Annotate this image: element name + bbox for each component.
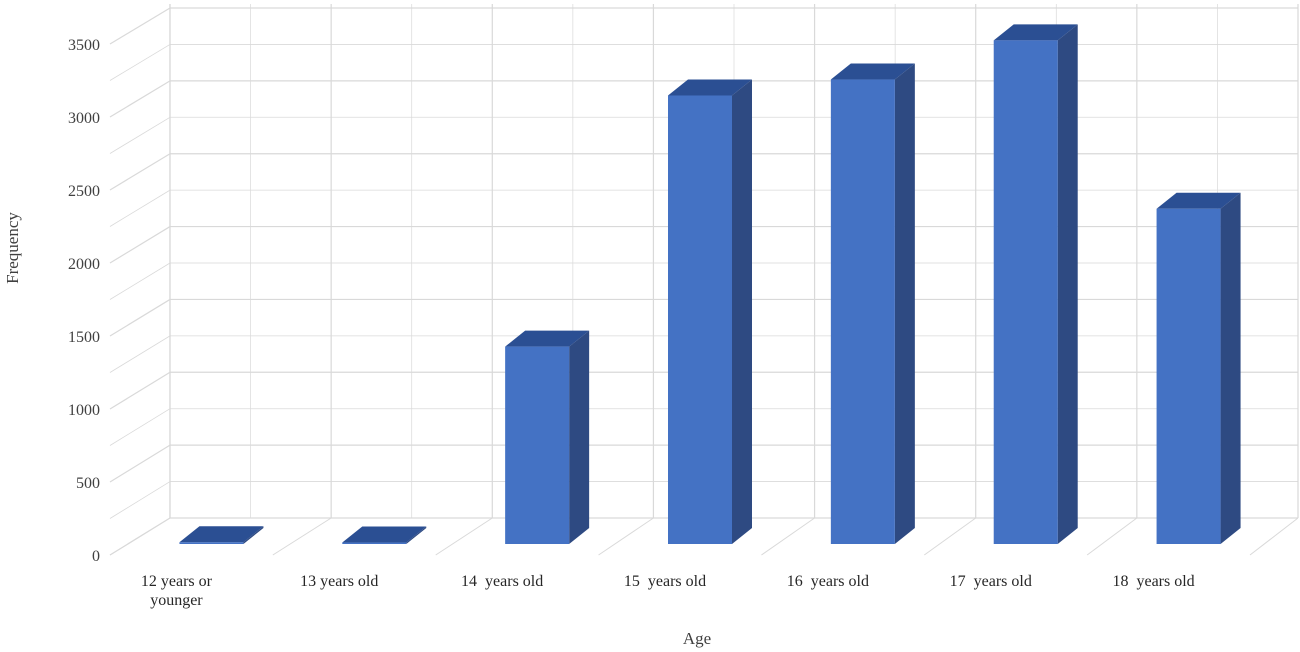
x-tick-label-line: 15 years old xyxy=(624,573,706,590)
side-gridline xyxy=(109,226,171,264)
bar-side xyxy=(732,79,752,544)
y-tick-label: 3500 xyxy=(68,37,100,54)
x-tick-label: 14 years old xyxy=(461,573,543,590)
bar-front xyxy=(993,40,1058,545)
side-gridline xyxy=(109,44,171,81)
bar-top xyxy=(830,63,915,80)
floor-gridline xyxy=(761,517,815,556)
bar-top xyxy=(505,330,590,347)
y-axis-title: Frequency xyxy=(3,212,22,284)
side-gridline xyxy=(109,189,171,227)
bar-side xyxy=(1220,192,1241,544)
x-axis-labels: 12 years or younger 13 years old 14 years o… xyxy=(141,573,1195,609)
floor-gridline xyxy=(435,517,493,556)
side-gridline xyxy=(109,298,171,337)
bar-top xyxy=(1156,192,1241,209)
bar-front xyxy=(830,79,895,545)
bar xyxy=(342,526,427,544)
side-gridline xyxy=(109,444,171,483)
bar-side xyxy=(1057,24,1078,544)
x-tick-label-line: younger xyxy=(150,592,203,609)
bar xyxy=(505,330,590,544)
x-tick-label-line: 12 years or xyxy=(141,573,213,590)
bar-side xyxy=(569,330,590,544)
x-tick-label-line: 18 years old xyxy=(1112,573,1194,590)
side-gridline xyxy=(109,262,171,300)
x-tick-label-line: 14 years old xyxy=(461,573,543,590)
y-tick-label: 3000 xyxy=(68,110,100,127)
floor-gridline xyxy=(923,517,977,556)
y-tick-label: 1500 xyxy=(68,329,100,346)
side-gridline xyxy=(109,481,171,519)
y-tick-label: 0 xyxy=(92,548,100,565)
bar-side xyxy=(894,63,915,545)
side-gridline xyxy=(109,7,171,45)
side-gridline xyxy=(109,371,171,410)
bar xyxy=(1156,192,1241,544)
x-tick-label-line: 13 years old xyxy=(300,573,378,590)
x-axis-title: Age xyxy=(683,629,711,648)
x-tick-label: 17 years old xyxy=(950,573,1032,590)
bars xyxy=(179,24,1241,545)
x-tick-label-line: 16 years old xyxy=(787,573,869,590)
side-gridline xyxy=(109,153,171,191)
floor-gridline xyxy=(1086,517,1138,556)
bar xyxy=(179,526,264,544)
bar-top xyxy=(342,526,427,543)
side-gridline xyxy=(109,116,171,154)
x-tick-label: 18 years old xyxy=(1112,573,1194,590)
bar-side xyxy=(243,526,264,544)
floor-gridline xyxy=(1249,517,1299,556)
bar xyxy=(993,24,1078,545)
bar-front xyxy=(505,346,570,544)
y-tick-label: 500 xyxy=(76,475,100,492)
y-tick-label: 2000 xyxy=(68,256,100,273)
bar-front xyxy=(179,542,244,544)
x-tick-label: 15 years old xyxy=(624,573,706,590)
y-tick-label: 2500 xyxy=(68,183,100,200)
bar-front xyxy=(1156,208,1221,544)
bar xyxy=(668,79,752,544)
bar-side xyxy=(406,526,427,544)
x-tick-label: 16 years old xyxy=(787,573,869,590)
x-tick-label-line: 17 years old xyxy=(950,573,1032,590)
floor-gridline xyxy=(598,517,654,556)
y-tick-label: 1000 xyxy=(68,402,100,419)
y-axis-ticks: 0 500 1000 1500 2000 2500 3000 3500 xyxy=(68,37,100,565)
floor-gridline xyxy=(272,517,332,556)
bar-top xyxy=(668,79,752,96)
x-tick-label: 13 years old xyxy=(300,573,378,590)
floor-gridline xyxy=(109,517,171,556)
side-gridline xyxy=(109,408,171,446)
x-tick-label: 12 years or younger xyxy=(141,573,213,609)
bar-top xyxy=(179,526,264,543)
bar-top xyxy=(993,24,1078,41)
bar-front xyxy=(342,542,407,544)
bar-front xyxy=(668,95,732,544)
side-gridline xyxy=(109,80,171,118)
bar xyxy=(830,63,915,545)
side-gridline xyxy=(109,335,171,373)
